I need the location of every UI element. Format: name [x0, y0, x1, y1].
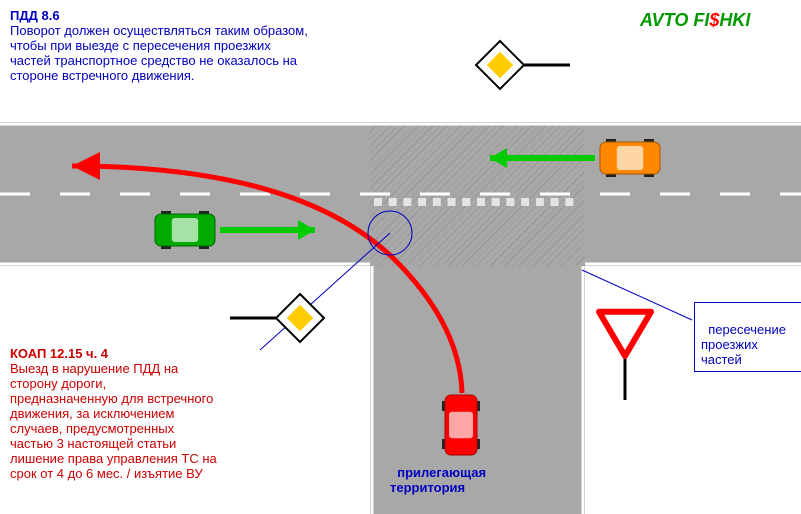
pdd-rule-text: ПДД 8.6 Поворот должен осуществляться та…: [10, 8, 308, 83]
intersection-label-text: пересечение проезжих частей: [701, 322, 786, 367]
adjacent-territory-label: прилегающая территория: [390, 450, 486, 495]
intersection-label-box: пересечение проезжих частей: [694, 302, 801, 372]
logo: AVTO FI$HKI: [640, 10, 750, 31]
koap-text: КОАП 12.15 ч. 4 Выезд в нарушение ПДД на…: [10, 346, 217, 481]
